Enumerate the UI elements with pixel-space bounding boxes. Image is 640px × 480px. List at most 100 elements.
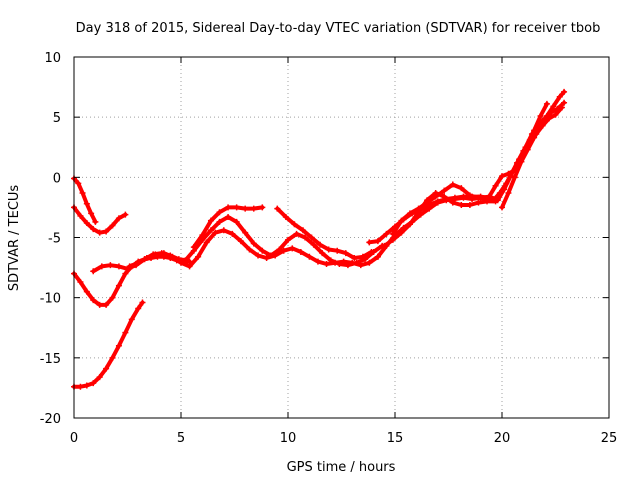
data-point (441, 193, 448, 200)
series-track-a (71, 204, 129, 236)
data-point (96, 229, 103, 236)
data-point (297, 248, 304, 255)
data-point (524, 143, 531, 150)
data-point (306, 253, 313, 260)
y-axis-label: SDTVAR / TECUs (7, 185, 22, 292)
series-track-h (190, 204, 266, 251)
data-point (546, 115, 553, 122)
data-point (207, 227, 214, 234)
series-track-p (494, 104, 565, 204)
data-point (199, 232, 206, 239)
x-axis-label: GPS time / hours (287, 460, 396, 475)
data-point (383, 230, 390, 237)
x-tick-label: 5 (177, 431, 185, 446)
data-point (90, 226, 97, 233)
data-point (327, 257, 334, 264)
data-point (135, 305, 142, 312)
data-point (96, 301, 103, 308)
data-point (449, 199, 456, 206)
data-point (389, 236, 396, 243)
data-point (374, 238, 381, 245)
y-tick-label: -5 (48, 232, 61, 247)
data-point (460, 194, 467, 201)
data-point (342, 250, 349, 257)
data-point (426, 205, 433, 212)
data-point (169, 253, 176, 260)
data-point (441, 187, 448, 194)
data-point (83, 200, 90, 207)
data-point (90, 268, 97, 275)
data-point (75, 180, 82, 187)
series-line (495, 105, 564, 203)
series-track-b (71, 175, 99, 225)
data-point (83, 382, 90, 389)
data-point (90, 380, 97, 387)
data-point (291, 221, 298, 228)
data-point (406, 210, 413, 217)
data-point (107, 262, 114, 269)
data-point (561, 99, 568, 106)
data-point (285, 236, 291, 243)
x-tick-label: 20 (494, 431, 511, 446)
data-point (126, 263, 133, 270)
data-point (83, 220, 90, 227)
data-point (501, 186, 508, 193)
data-point (282, 214, 289, 221)
data-point (109, 222, 116, 229)
data-point (195, 253, 202, 260)
series-line (500, 101, 549, 210)
data-point (135, 259, 142, 266)
data-point (505, 189, 512, 196)
data-point (432, 193, 439, 200)
data-point (115, 342, 122, 349)
data-point (550, 103, 557, 110)
series-line (72, 205, 128, 235)
series-track-d (71, 299, 146, 390)
data-point (259, 204, 266, 211)
data-point (233, 218, 240, 225)
data-point (308, 234, 315, 241)
data-point (229, 230, 236, 237)
data-point (274, 205, 281, 212)
data-point (434, 199, 441, 206)
x-tick-label: 25 (601, 431, 618, 446)
data-point (276, 246, 283, 253)
data-point (289, 245, 296, 252)
data-point (88, 210, 95, 217)
data-point (552, 111, 559, 118)
data-point (406, 221, 413, 228)
series-track-m (389, 181, 491, 237)
data-point (323, 260, 330, 267)
data-point (548, 109, 555, 116)
series-line (72, 300, 145, 389)
data-point (398, 229, 405, 236)
data-point (424, 199, 431, 206)
data-point (374, 253, 381, 260)
data-point (79, 189, 86, 196)
data-point (499, 173, 505, 180)
data-point (225, 204, 232, 211)
data-point (109, 294, 116, 301)
chart-title: Day 318 of 2015, Sidereal Day-to-day VTE… (76, 21, 601, 36)
data-point (207, 217, 214, 224)
data-point (531, 127, 538, 134)
data-point (96, 374, 103, 381)
data-point (103, 228, 110, 235)
data-point (537, 112, 544, 119)
data-point (152, 251, 159, 258)
data-point (263, 254, 270, 261)
data-point (558, 104, 565, 111)
data-point (325, 246, 332, 253)
data-point (92, 218, 99, 225)
data-point (458, 202, 465, 209)
data-point (143, 254, 150, 261)
y-tick-label: -20 (40, 412, 61, 427)
data-point (357, 262, 364, 269)
data-point (466, 192, 473, 199)
data-point (511, 174, 518, 181)
data-point (242, 229, 249, 236)
data-point (334, 247, 341, 254)
data-point (90, 297, 97, 304)
data-point (561, 88, 568, 95)
